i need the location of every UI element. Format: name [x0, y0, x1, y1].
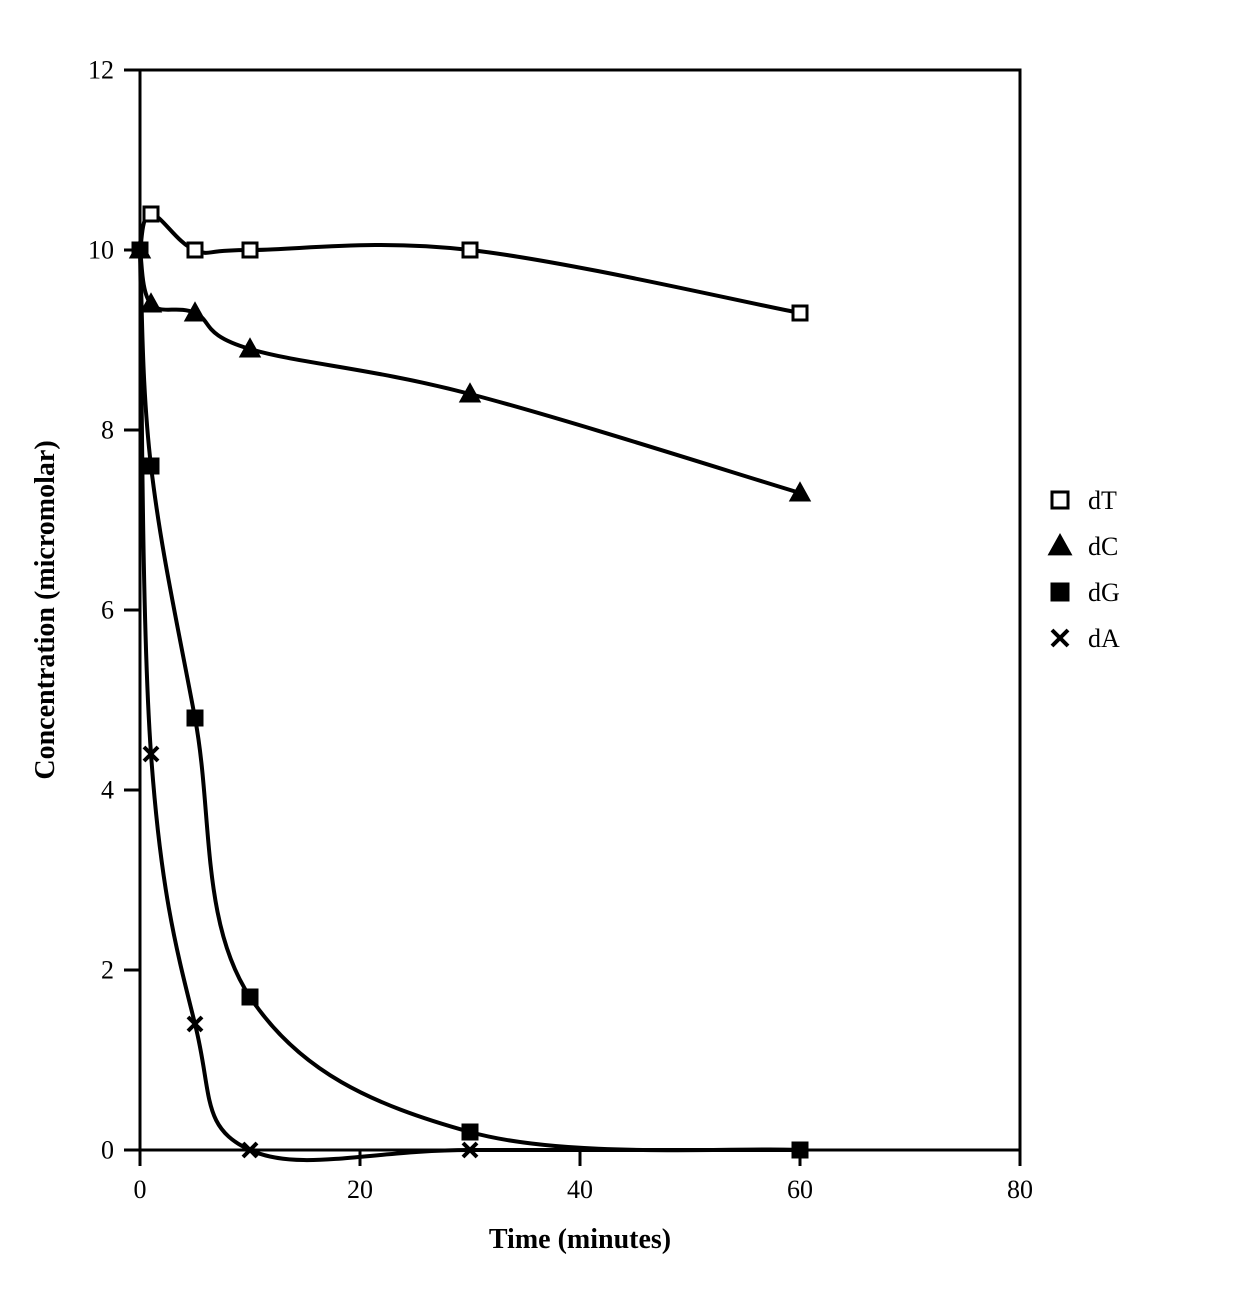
- plot-frame: [140, 70, 1020, 1150]
- series-dA: [133, 243, 807, 1160]
- legend-label-dA: dA: [1088, 624, 1120, 653]
- square-solid-icon: [1052, 584, 1068, 600]
- square-solid-icon: [144, 459, 158, 473]
- series-line-dT: [140, 214, 800, 313]
- x-axis-title: Time (minutes): [489, 1224, 671, 1255]
- series-line-dC: [140, 250, 800, 493]
- y-tick-label: 12: [88, 56, 114, 85]
- x-tick-label: 80: [1007, 1175, 1033, 1204]
- series-dG: [133, 243, 807, 1157]
- series-dT: [133, 207, 807, 320]
- triangle-solid-icon: [1050, 536, 1070, 554]
- square-open-icon: [793, 306, 807, 320]
- legend-label-dT: dT: [1088, 486, 1117, 515]
- chart-container: 0 20 40 60 80 0 2 4 6 8 10 12 Time (minutes) Concentr…: [0, 0, 1240, 1297]
- square-open-icon: [144, 207, 158, 221]
- y-tick-label: 4: [101, 776, 114, 805]
- y-axis-title: Concentration (micromolar): [30, 440, 61, 779]
- y-tick-label: 0: [101, 1136, 114, 1165]
- y-tick-label: 10: [88, 236, 114, 265]
- square-open-icon: [243, 243, 257, 257]
- legend-label-dC: dC: [1088, 532, 1118, 561]
- x-tick-label: 60: [787, 1175, 813, 1204]
- square-open-icon: [1052, 492, 1068, 508]
- y-tick-label: 2: [101, 956, 114, 985]
- x-tick-label: 0: [134, 1175, 147, 1204]
- legend: dT dC dG dA: [1050, 486, 1120, 653]
- triangle-solid-icon: [142, 295, 159, 311]
- x-tick-label: 40: [567, 1175, 593, 1204]
- square-solid-icon: [243, 990, 257, 1004]
- x-tick-label: 20: [347, 1175, 373, 1204]
- legend-label-dG: dG: [1088, 578, 1120, 607]
- square-solid-icon: [188, 711, 202, 725]
- concentration-time-chart: 0 20 40 60 80 0 2 4 6 8 10 12 Time (minutes) Concentr…: [0, 0, 1240, 1297]
- y-tick-label: 8: [101, 416, 114, 445]
- square-open-icon: [463, 243, 477, 257]
- y-tick-label: 6: [101, 596, 114, 625]
- square-solid-icon: [463, 1125, 477, 1139]
- series-dC: [131, 241, 808, 500]
- square-open-icon: [188, 243, 202, 257]
